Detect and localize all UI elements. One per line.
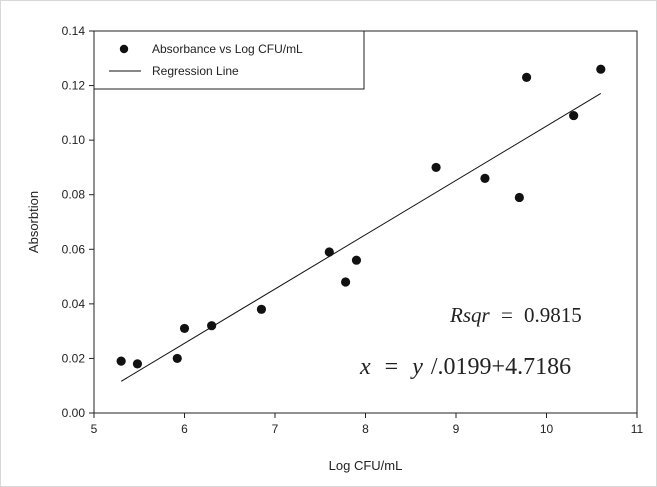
data-point: [596, 64, 606, 74]
equation-equals: =: [385, 354, 399, 380]
y-axis: 0.00 0.02 0.04 0.06 0.08 0.10 0.12 0.14: [62, 24, 94, 420]
data-point: [431, 162, 441, 173]
points-layer: [116, 64, 606, 369]
legend-marker: [119, 44, 129, 54]
regression-line: [120, 93, 602, 382]
rsqr-lhs: Rsqr: [449, 303, 491, 327]
x-tick-label: 11: [631, 422, 644, 436]
y-tick-label: 0.08: [62, 188, 86, 202]
x-tick-label: 9: [453, 422, 460, 436]
x-tick-label: 5: [91, 422, 98, 436]
data-point: [324, 247, 334, 257]
data-point: [514, 192, 524, 203]
x-tick-label: 10: [540, 422, 554, 436]
y-tick-label: 0.04: [62, 297, 86, 311]
rsqr-annotation: Rsqr = 0.9815: [449, 303, 582, 327]
data-point: [351, 255, 362, 265]
x-axis: 5 6 7 8 9 10 11: [91, 413, 644, 436]
x-tick-label: 7: [272, 422, 279, 436]
y-tick-label: 0.06: [62, 242, 86, 256]
rsqr-value: 0.9815: [524, 303, 582, 327]
y-tick-label: 0.14: [62, 24, 86, 38]
legend-entry-regression: Regression Line: [152, 64, 239, 78]
data-point: [480, 173, 490, 183]
y-tick-label: 0.02: [62, 351, 86, 365]
equation-tail: /.0199+4.7186: [431, 354, 571, 380]
data-point: [340, 277, 351, 287]
data-point: [172, 353, 182, 364]
data-point: [179, 323, 190, 334]
legend: Absorbance vs Log CFU/mL Regression Line: [93, 30, 365, 90]
y-tick-label: 0.00: [62, 406, 86, 420]
rsqr-equals: =: [501, 303, 513, 327]
equation-y: y: [410, 354, 423, 380]
data-point: [132, 359, 143, 369]
data-point: [256, 304, 267, 314]
data-point: [207, 321, 217, 331]
x-tick-label: 6: [181, 422, 188, 436]
data-point: [521, 72, 532, 82]
y-tick-label: 0.10: [62, 133, 86, 147]
equation-lhs: x: [359, 354, 371, 380]
x-tick-label: 8: [362, 422, 369, 436]
legend-entry-scatter: Absorbance vs Log CFU/mL: [152, 42, 303, 56]
y-tick-label: 0.12: [62, 79, 86, 93]
x-axis-title: Log CFU/mL: [329, 458, 403, 473]
regression-layer: [120, 93, 602, 382]
data-point: [569, 110, 579, 121]
legend-box: [93, 30, 365, 90]
data-point: [116, 356, 126, 366]
regression-equation: x = y /.0199+4.7186: [359, 354, 571, 380]
y-axis-title: Absorbtion: [26, 191, 41, 253]
